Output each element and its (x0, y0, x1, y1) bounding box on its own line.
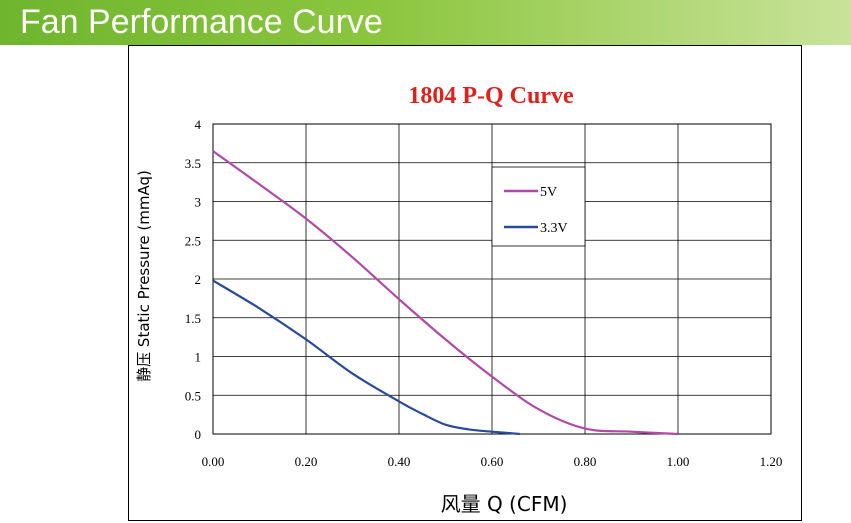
y-tick-label: 2 (195, 272, 202, 287)
plot-area: 0.00 0.20 0.40 0.60 0.80 1.00 1.20 0 0.5 1 1.5 2 2.5… (185, 117, 783, 469)
page-title: Fan Performance Curve (20, 3, 383, 41)
legend-label-33v: 3.3V (540, 221, 568, 236)
chart-frame: 1804 P-Q Curve 0.00 0.20 0.40 0.60 0.80 1.00 1… (128, 45, 802, 521)
y-tick-label: 4 (195, 117, 202, 132)
series-line-33v (212, 279, 520, 436)
y-tick-label: 1 (195, 350, 202, 365)
chart-title: 1804 P-Q Curve (408, 83, 574, 109)
x-axis-label: 风量 Q (CFM) (441, 492, 568, 516)
y-tick-label: 0 (195, 427, 202, 442)
x-tick-label: 0.60 (481, 454, 504, 469)
y-tick-label: 3 (195, 195, 202, 210)
pq-chart: 1804 P-Q Curve 0.00 0.20 0.40 0.60 0.80 1.00 1… (135, 83, 783, 516)
y-tick-label: 1.5 (185, 311, 201, 326)
x-tick-label: 0.00 (202, 454, 225, 469)
x-tick-label: 0.20 (295, 454, 318, 469)
x-tick-label: 0.40 (388, 454, 411, 469)
x-tick-label: 1.00 (667, 454, 690, 469)
series-line-5v (212, 150, 679, 436)
legend-box (491, 166, 586, 247)
y-tick-label: 2.5 (185, 233, 201, 248)
y-axis-label: 静压 Static Pressure (mmAq) (135, 170, 153, 382)
header-banner: Fan Performance Curve (0, 0, 851, 45)
y-tick-label: 3.5 (185, 156, 201, 171)
x-tick-label: 1.20 (760, 454, 783, 469)
legend-label-5v: 5V (540, 185, 557, 200)
y-tick-label: 0.5 (185, 388, 201, 403)
x-tick-label: 0.80 (574, 454, 597, 469)
